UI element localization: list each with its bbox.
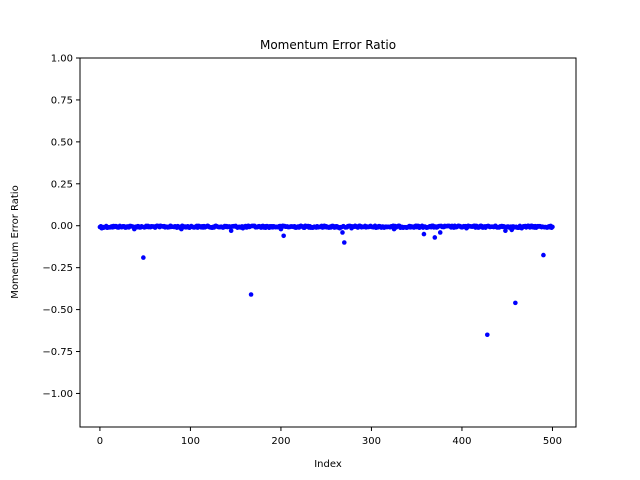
y-tick-label: 0.25 bbox=[51, 179, 73, 190]
outlier-point bbox=[437, 230, 443, 235]
outlier-point bbox=[485, 332, 490, 338]
data-points bbox=[97, 223, 555, 338]
x-axis-label: Index bbox=[314, 459, 342, 470]
y-tick-label: 1.00 bbox=[51, 54, 73, 65]
x-tick-label: 300 bbox=[362, 436, 381, 447]
outlier-point bbox=[340, 230, 345, 235]
y-tick-label: −1.00 bbox=[42, 389, 73, 400]
x-tick-label: 400 bbox=[452, 436, 471, 447]
y-tick-label: 0.00 bbox=[51, 221, 73, 232]
outlier-point bbox=[421, 231, 427, 237]
x-axis-ticks: 0 100 200 300 400 500 bbox=[97, 427, 562, 447]
outlier-point bbox=[432, 235, 438, 240]
y-tick-label: −0.50 bbox=[42, 305, 73, 316]
outlier-point bbox=[248, 292, 254, 297]
y-tick-label: 0.75 bbox=[51, 95, 73, 106]
outlier-point bbox=[541, 252, 546, 258]
y-tick-label: 0.50 bbox=[51, 137, 73, 148]
y-tick-label: −0.25 bbox=[42, 263, 73, 274]
outlier-point bbox=[341, 240, 347, 245]
y-tick-label: −0.75 bbox=[42, 347, 73, 358]
x-tick-label: 100 bbox=[181, 436, 200, 447]
outlier-point bbox=[281, 233, 286, 239]
chart-title: Momentum Error Ratio bbox=[260, 38, 396, 52]
x-tick-label: 500 bbox=[543, 436, 562, 447]
outlier-point bbox=[228, 228, 234, 234]
y-axis-label: Momentum Error Ratio bbox=[10, 185, 21, 298]
outlier-point bbox=[141, 255, 146, 260]
x-tick-label: 0 bbox=[97, 436, 103, 447]
plot-frame bbox=[79, 57, 577, 428]
x-tick-label: 200 bbox=[271, 436, 290, 447]
outlier-point bbox=[513, 300, 518, 306]
y-axis-ticks: 1.00 0.75 0.50 0.25 0.00 −0.25 −0.50 −0.75 −1.00 bbox=[42, 54, 80, 400]
data-point bbox=[550, 224, 555, 230]
